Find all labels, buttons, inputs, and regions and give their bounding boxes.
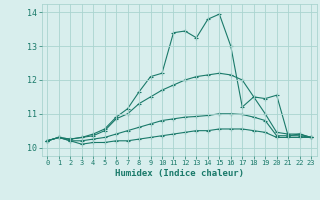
X-axis label: Humidex (Indice chaleur): Humidex (Indice chaleur) [115,169,244,178]
